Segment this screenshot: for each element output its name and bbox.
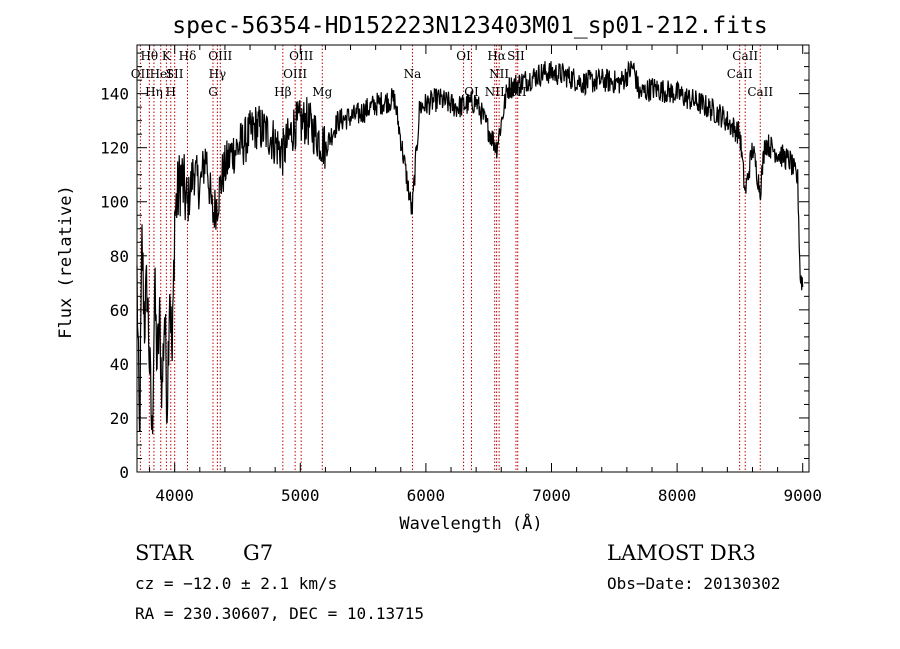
redshift-readout: cz = −12.0 ± 2.1 km/s bbox=[135, 574, 337, 593]
chart-title: spec-56354-HD152223N123403M01_sp01-212.f… bbox=[172, 13, 767, 39]
spectral-line-label: Hθ bbox=[140, 49, 158, 63]
object-subclass: G7 bbox=[243, 541, 273, 565]
y-tick-label: 80 bbox=[110, 247, 129, 266]
spectral-line-label: Hβ bbox=[274, 85, 291, 99]
y-tick-label: 140 bbox=[100, 85, 129, 104]
spectral-line-label: HeI bbox=[150, 67, 173, 81]
spectral-line-label: NII bbox=[485, 85, 505, 99]
y-tick-label: 0 bbox=[119, 463, 129, 482]
spectral-line-label: CaII bbox=[732, 49, 758, 63]
x-tick-label: 9000 bbox=[783, 486, 822, 505]
x-axis: 4000 5000 6000 7000 8000 9000 bbox=[149, 45, 822, 505]
x-axis-label: Wavelength (Å) bbox=[399, 512, 542, 534]
spectral-line-label: SII bbox=[166, 67, 184, 81]
spectral-line-label: Hγ bbox=[209, 67, 227, 81]
spectral-line-label: CaII bbox=[747, 85, 773, 99]
coordinates-readout: RA = 230.30607, DEC = 10.13715 bbox=[135, 604, 424, 623]
spectral-line-label: OI bbox=[456, 49, 471, 63]
spectral-line-label: K bbox=[162, 49, 172, 63]
spectral-line-label: OIII bbox=[283, 67, 307, 81]
y-tick-label: 100 bbox=[100, 193, 129, 212]
spectral-line-label: Hα bbox=[487, 49, 506, 63]
x-tick-label: 5000 bbox=[281, 486, 320, 505]
spectral-line-label: Hδ bbox=[179, 49, 197, 63]
survey-name: LAMOST DR3 bbox=[607, 541, 756, 565]
spectral-line-label: CaII bbox=[727, 67, 753, 81]
spectral-line-label: Mg bbox=[312, 85, 332, 99]
spectral-line-label: OIII bbox=[208, 49, 232, 63]
x-tick-label: 6000 bbox=[407, 486, 446, 505]
x-tick-label: 7000 bbox=[532, 486, 571, 505]
y-axis-label: Flux (relative) bbox=[56, 185, 76, 339]
spectral-line-label: Hη bbox=[145, 85, 163, 99]
x-tick-label: 8000 bbox=[658, 486, 697, 505]
spectral-line-label: OII bbox=[131, 67, 151, 81]
spectrum-series-line bbox=[136, 60, 804, 435]
x-tick-label: 4000 bbox=[155, 486, 194, 505]
plot-frame bbox=[136, 44, 810, 473]
spectral-line-markers bbox=[139, 45, 761, 472]
y-tick-label: 20 bbox=[110, 409, 129, 428]
y-tick-label: 120 bbox=[100, 139, 129, 158]
y-axis: 0 20 40 60 80 100 120 140 bbox=[100, 52, 809, 482]
object-class: STAR bbox=[135, 541, 194, 565]
obs-date: Obs−Date: 20130302 bbox=[607, 574, 780, 593]
spectral-line-label: SII bbox=[507, 49, 525, 63]
spectral-line-label: G bbox=[208, 85, 218, 99]
y-tick-label: 40 bbox=[110, 355, 129, 374]
y-tick-label: 60 bbox=[110, 301, 129, 320]
spectral-line-label: Na bbox=[404, 67, 422, 81]
spectral-line-label: OIII bbox=[289, 49, 313, 63]
spectral-line-label: H bbox=[166, 85, 176, 99]
spectral-line-label: NII bbox=[489, 67, 509, 81]
